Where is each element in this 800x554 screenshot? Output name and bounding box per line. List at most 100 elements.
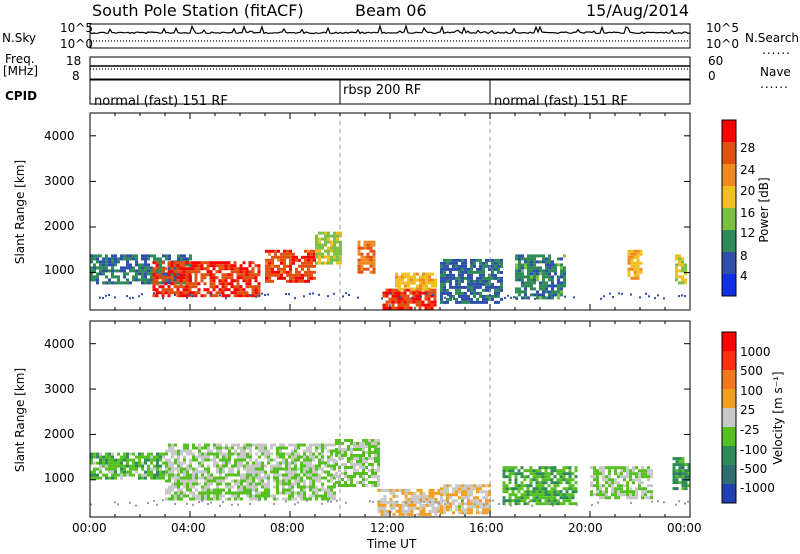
power-cell bbox=[327, 258, 330, 262]
power-speck bbox=[573, 296, 575, 299]
power-speck bbox=[534, 297, 536, 300]
velocity-cell bbox=[574, 469, 578, 473]
velocity-colorbar-swatch bbox=[722, 427, 736, 446]
velocity-cell bbox=[644, 472, 647, 476]
velocity-cell bbox=[553, 487, 557, 491]
velocity-cb-tick-n25: -25 bbox=[740, 423, 760, 437]
velocity-cell bbox=[626, 496, 629, 500]
power-cell bbox=[117, 278, 120, 282]
velocity-cell bbox=[629, 490, 632, 494]
power-cell bbox=[170, 261, 174, 265]
velocity-cell bbox=[553, 490, 557, 494]
power-cell bbox=[467, 297, 470, 301]
velocity-cell bbox=[368, 463, 371, 466]
power-cell bbox=[336, 252, 339, 256]
velocity-cell bbox=[380, 506, 384, 510]
power-speck bbox=[432, 293, 434, 296]
velocity-cell bbox=[147, 467, 150, 471]
velocity-speck bbox=[114, 501, 116, 504]
velocity-cell bbox=[553, 499, 557, 503]
power-cell bbox=[123, 275, 126, 279]
power-cell bbox=[161, 294, 165, 298]
velocity-cell bbox=[291, 491, 294, 495]
velocity-cell bbox=[144, 470, 147, 474]
velocity-cell bbox=[243, 455, 246, 459]
power-cell bbox=[251, 288, 255, 292]
power-cell bbox=[336, 258, 339, 262]
power-cell bbox=[518, 260, 521, 264]
velocity-cell bbox=[267, 485, 270, 489]
power-speck bbox=[333, 292, 335, 295]
velocity-cell bbox=[198, 491, 201, 495]
velocity-cell bbox=[535, 475, 539, 479]
power-cell bbox=[524, 263, 527, 267]
power-cell bbox=[440, 273, 443, 277]
velocity-cell bbox=[294, 482, 297, 486]
power-cell bbox=[333, 234, 336, 238]
power-cell bbox=[132, 278, 135, 282]
power-cell bbox=[675, 275, 678, 279]
velocity-cell bbox=[276, 476, 279, 480]
velocity-cell bbox=[93, 467, 96, 471]
velocity-cell bbox=[482, 490, 485, 494]
velocity-cell bbox=[276, 452, 279, 456]
power-cell bbox=[336, 249, 339, 253]
velocity-cell bbox=[437, 506, 441, 510]
power-cell bbox=[403, 297, 407, 301]
velocity-cell bbox=[312, 491, 315, 495]
power-cell bbox=[458, 279, 461, 283]
power-cell bbox=[470, 276, 473, 280]
power-cell bbox=[321, 243, 324, 247]
velocity-cell bbox=[276, 473, 279, 477]
velocity-cell bbox=[270, 467, 273, 471]
velocity-cell bbox=[330, 494, 333, 498]
velocity-cell bbox=[413, 491, 417, 495]
velocity-cell bbox=[428, 494, 432, 498]
velocity-cell bbox=[602, 484, 605, 488]
power-cell bbox=[162, 281, 165, 285]
velocity-cell bbox=[132, 473, 135, 477]
power-cell bbox=[363, 243, 367, 247]
velocity-cell bbox=[514, 481, 518, 485]
power-cell bbox=[482, 267, 485, 271]
power-cell bbox=[111, 257, 114, 261]
power-cell bbox=[545, 296, 548, 300]
power-cell bbox=[227, 276, 231, 280]
velocity-cell bbox=[252, 479, 255, 483]
velocity-cell bbox=[422, 509, 426, 513]
velocity-cell bbox=[102, 473, 105, 477]
velocity-cell bbox=[611, 481, 614, 485]
power-cell bbox=[455, 291, 458, 295]
velocity-cell bbox=[684, 463, 688, 467]
velocity-cell bbox=[681, 463, 685, 467]
velocity-cell bbox=[312, 464, 315, 468]
velocity-cell bbox=[327, 485, 330, 489]
velocity-cell bbox=[626, 469, 629, 473]
power-cell bbox=[518, 272, 521, 276]
power-cell bbox=[560, 293, 563, 297]
velocity-cell bbox=[461, 496, 464, 500]
velocity-cell bbox=[312, 488, 315, 492]
velocity-cell bbox=[437, 488, 441, 492]
power-cell bbox=[548, 272, 551, 276]
power-cell bbox=[152, 279, 156, 283]
velocity-cell bbox=[165, 473, 168, 477]
power-cell bbox=[684, 278, 687, 282]
power-cell bbox=[159, 260, 162, 264]
power-cell bbox=[212, 264, 216, 268]
velocity-cell bbox=[273, 443, 276, 447]
velocity-cell bbox=[502, 499, 506, 503]
velocity-cell bbox=[620, 469, 623, 473]
velocity-cell bbox=[553, 469, 557, 473]
power-cell bbox=[248, 282, 252, 286]
velocity-cell bbox=[638, 469, 641, 473]
velocity-cell bbox=[222, 452, 225, 456]
power-cell bbox=[218, 261, 222, 265]
velocity-cell bbox=[210, 476, 213, 480]
power-cell bbox=[286, 249, 289, 253]
velocity-cell bbox=[261, 449, 264, 453]
velocity-cell bbox=[675, 487, 679, 491]
velocity-cell bbox=[565, 499, 569, 503]
power-cell bbox=[177, 254, 180, 258]
velocity-cell bbox=[186, 464, 189, 468]
